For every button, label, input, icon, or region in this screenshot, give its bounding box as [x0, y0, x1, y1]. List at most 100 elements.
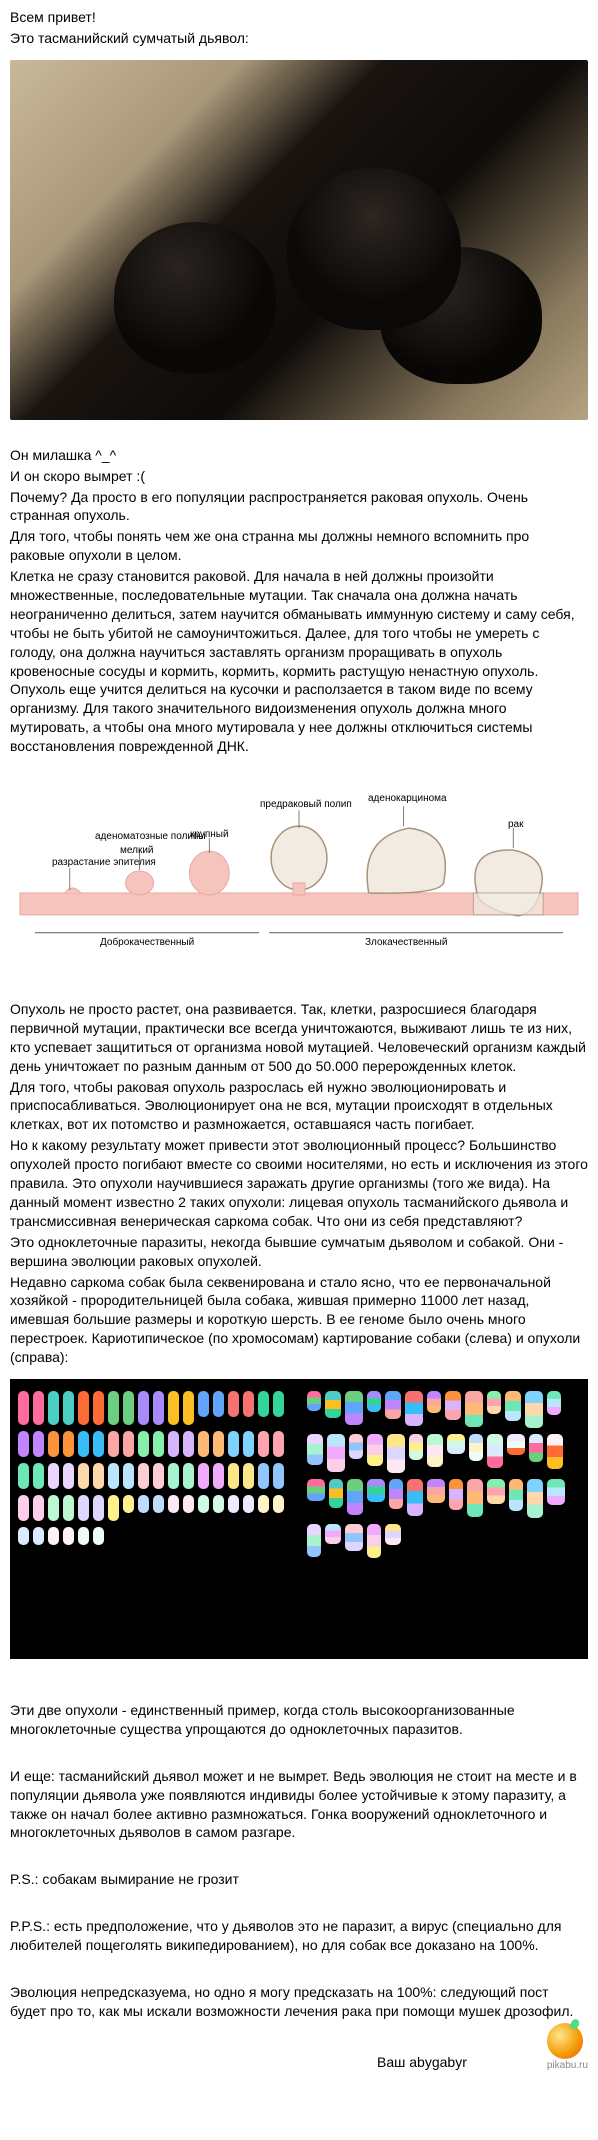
greeting-text: Всем привет!: [10, 8, 588, 27]
chromosome: [273, 1495, 284, 1513]
mid-p2: Для того, чтобы раковая опухоль разросла…: [10, 1078, 588, 1135]
chromosome: [407, 1479, 423, 1516]
mid-p4: Это одноклеточные паразиты, некогда бывш…: [10, 1233, 588, 1271]
chromosome: [48, 1463, 59, 1489]
chromosome: [18, 1495, 29, 1521]
karyotype-tumor: [299, 1379, 588, 1659]
chromosome: [325, 1524, 341, 1544]
mid-p5: Недавно саркома собак была секвенирована…: [10, 1273, 588, 1367]
chromosome: [168, 1431, 179, 1457]
cell-long-text: Клетка не сразу становится раковой. Для …: [10, 567, 588, 756]
chromosome: [547, 1391, 561, 1415]
chromosome: [487, 1434, 503, 1468]
chromosome: [93, 1463, 104, 1489]
chromosome: [33, 1527, 44, 1545]
chromosome: [345, 1391, 363, 1425]
chromosome: [123, 1431, 134, 1457]
mid-p3: Но к какому результату может привести эт…: [10, 1136, 588, 1230]
label-rak: рак: [508, 818, 524, 832]
chromosome: [153, 1495, 164, 1513]
chromosome: [78, 1391, 89, 1425]
chromosome: [138, 1431, 149, 1457]
chromosome: [243, 1495, 254, 1513]
chromosome: [367, 1479, 385, 1502]
chromosome: [138, 1463, 149, 1489]
chromosome: [213, 1431, 224, 1457]
chromosome: [78, 1431, 89, 1457]
chromosome: [183, 1463, 194, 1489]
chromosome: [547, 1479, 565, 1505]
label-malignant: Злокачественный: [365, 936, 447, 950]
label-benign: Доброкачественный: [100, 936, 194, 950]
chromosome: [347, 1479, 363, 1515]
label-epi: разрастание эпителия: [52, 856, 156, 870]
chromosome: [78, 1527, 89, 1545]
chromosome: [465, 1391, 483, 1427]
chromosome: [18, 1391, 29, 1425]
chromosome: [183, 1431, 194, 1457]
chromosome: [273, 1463, 284, 1489]
chromosome: [307, 1479, 325, 1501]
chromosome: [345, 1524, 363, 1551]
chromosome: [387, 1434, 405, 1473]
chromosome: [213, 1391, 224, 1417]
chromosome: [228, 1391, 239, 1417]
chromosome: [427, 1479, 445, 1503]
chromosome: [467, 1479, 483, 1517]
chromosome: [307, 1391, 321, 1411]
chromosome: [198, 1431, 209, 1457]
chromosome: [33, 1495, 44, 1521]
chromosome: [445, 1391, 461, 1420]
chromosome: [307, 1524, 321, 1557]
chromosome: [183, 1391, 194, 1425]
chromosome: [108, 1463, 119, 1489]
chromosome: [108, 1495, 119, 1521]
chromosome: [228, 1463, 239, 1489]
chromosome: [198, 1463, 209, 1489]
chromosome: [427, 1434, 443, 1467]
chromosome: [153, 1431, 164, 1457]
extinct-text: И он скоро вымрет :(: [10, 467, 588, 486]
chromosome: [243, 1463, 254, 1489]
label-large: крупный: [190, 828, 229, 842]
chromosome: [273, 1391, 284, 1417]
chromosome: [367, 1434, 383, 1466]
chromosome: [529, 1434, 543, 1462]
chromosome: [228, 1431, 239, 1457]
chromosome: [48, 1527, 59, 1545]
chromosome: [168, 1495, 179, 1513]
chromosome: [93, 1391, 104, 1425]
chromosome: [258, 1391, 269, 1417]
chromosome: [385, 1524, 401, 1545]
chromosome: [228, 1495, 239, 1513]
why-text: Почему? Да просто в его популяции распро…: [10, 488, 588, 526]
chromosome: [213, 1495, 224, 1513]
post-pps: P.P.S.: есть предположение, что у дьявол…: [10, 1917, 588, 1955]
chromosome: [63, 1431, 74, 1457]
chromosome: [258, 1463, 269, 1489]
chromosome: [168, 1463, 179, 1489]
chromosome: [367, 1391, 381, 1412]
chromosome: [198, 1495, 209, 1513]
chromosome: [525, 1391, 543, 1428]
chromosome: [327, 1434, 345, 1472]
chromosome: [48, 1495, 59, 1521]
chromosome: [349, 1434, 363, 1459]
chromosome: [78, 1463, 89, 1489]
chromosome: [527, 1479, 543, 1518]
chromosome: [108, 1391, 119, 1425]
cancer-progression-diagram: аденоматозные полипы предраковый полип а…: [10, 798, 588, 958]
karyotype-dog: [10, 1379, 299, 1659]
cute-text: Он милашка ^_^: [10, 446, 588, 465]
chromosome: [123, 1391, 134, 1425]
chromosome: [18, 1431, 29, 1457]
chromosome: [487, 1479, 505, 1504]
chromosome: [48, 1391, 59, 1425]
chromosome: [33, 1391, 44, 1425]
chromosome: [93, 1527, 104, 1545]
chromosome: [213, 1463, 224, 1489]
chromosome: [78, 1495, 89, 1521]
chromosome: [63, 1463, 74, 1489]
chromosome: [507, 1434, 525, 1455]
chromosome: [63, 1495, 74, 1521]
